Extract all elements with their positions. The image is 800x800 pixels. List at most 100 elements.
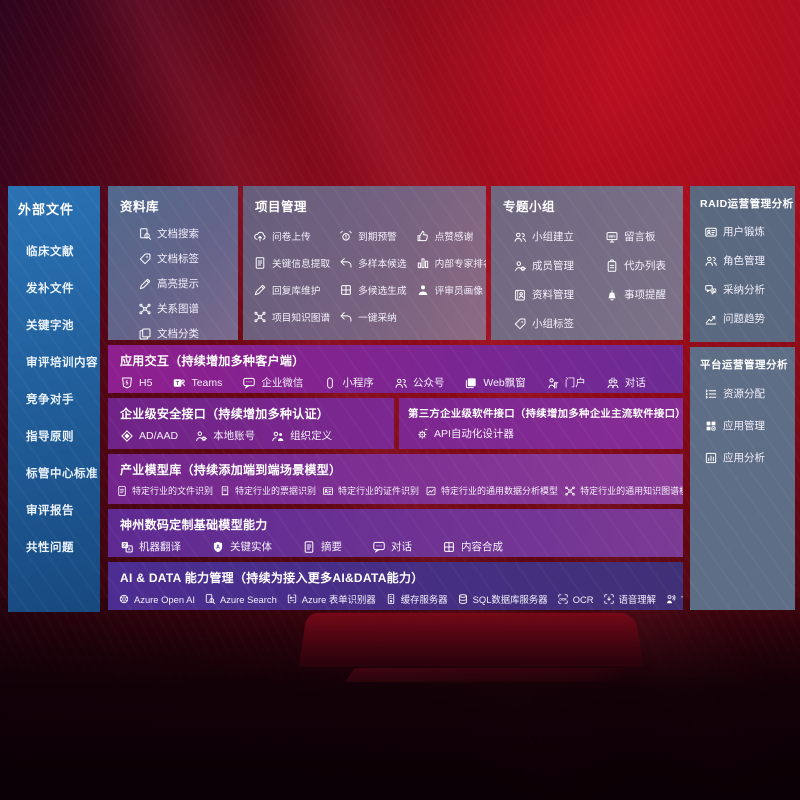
org-define-icon [271,429,285,443]
feature-label: 机器翻译 [139,541,181,553]
sidebar-items: 临床文献发补文件关键字池审评培训内容 竞争对手指导原则标管中心标准 审评报告共性问题 [18,243,100,555]
feature-item[interactable]: 多样本候选 [339,256,407,270]
feature-item[interactable]: 小组标签 [513,316,605,331]
feature-item[interactable]: 一键采纳 [339,310,406,324]
app-interaction-row: 应用交互（持续增加多种客户端） 5 H5 T Teams 企业微信 小程序 公众号 Web飘窗 门… [108,345,683,393]
svg-text:A: A [128,546,131,551]
feature-item[interactable]: 关系图谱 [138,301,238,316]
feature-item[interactable]: 资料管理 [513,287,605,302]
feature-item[interactable]: 项目知识图谱 [253,310,330,324]
feature-label: 资源分配 [723,388,765,400]
feature-item[interactable]: AD/AAD [120,429,178,443]
feature-item[interactable]: 内容合成 [442,539,503,554]
feature-item[interactable]: SQL数据库服务器 [457,592,548,606]
one-click-adopt-icon [339,310,353,324]
feature-item[interactable]: 评审员画像 [416,283,486,297]
feature-item[interactable]: 到期预警 [339,229,406,243]
feature-item[interactable]: 小组建立 [513,229,605,244]
feature-label: 特定行业的通用知识图谱模型 [580,486,683,496]
sidebar-item[interactable]: 共性问题 [26,542,74,554]
feature-label: 问卷上传 [272,232,311,243]
feature-item[interactable]: Azure Search [204,593,277,605]
highlight-pen-icon [138,277,152,291]
feature-item[interactable]: 门户 [546,375,586,390]
feature-item[interactable]: 应用管理 [704,418,795,433]
sidebar-item[interactable]: 审评报告 [26,505,74,517]
multi-sample-icon [339,256,353,270]
feature-item[interactable]: 公众号 [394,375,444,390]
feature-label: 特定行业的通用数据分析模型 [441,486,559,496]
feature-item[interactable]: T Teams [172,376,222,390]
feature-item[interactable]: A 关键实体 [211,539,272,554]
file-recognize-icon [116,485,128,497]
feature-item[interactable]: 文档分类 [138,326,238,340]
feature-item[interactable]: 文 A 机器翻译 [120,539,181,554]
feature-item[interactable]: Azure 表单识别器 [286,592,376,606]
feature-item[interactable]: 对话 [372,539,412,554]
feature-item[interactable]: 组织定义 [271,428,332,443]
feature-item[interactable]: 语音理解 [603,592,656,606]
summary-icon [302,540,316,554]
sidebar-item[interactable]: 竞争对手 [26,394,74,406]
sidebar-item[interactable]: 审评培训内容 [26,357,98,369]
feature-item[interactable]: 小程序 [323,375,374,390]
feature-item[interactable]: 成员管理 [513,258,605,273]
feature-item[interactable]: 资源分配 [704,386,795,401]
feature-item[interactable]: 应用分析 [704,450,795,465]
feature-label: Azure 表单识别器 [301,594,376,605]
feature-label: 内部专家排名 [434,259,486,270]
sidebar-item[interactable]: 指导原则 [26,431,74,443]
feature-item[interactable]: 关键信息提取 [253,256,330,270]
feature-item[interactable]: 对话 [606,375,646,390]
feature-label: Web飘窗 [483,377,526,389]
sidebar-item[interactable]: 标管中心标准 [26,468,98,480]
feature-label: 角色管理 [723,255,765,267]
feature-item[interactable]: 代办列表 [605,258,683,273]
feature-item[interactable]: 多候选生成 [339,283,407,297]
key-info-extract-icon [253,256,267,270]
feature-item[interactable]: 高亮提示 [138,276,238,291]
sidebar-item[interactable]: 关键字池 [26,320,74,332]
feature-item[interactable]: QA 采纳分析 [704,282,795,297]
feature-label: 对话 [391,541,412,553]
feature-item[interactable]: API自动化设计器 [415,426,514,441]
feature-item[interactable]: 文档标签 [138,251,238,266]
panel-title: 资料库 [120,200,160,214]
feature-item[interactable]: 角色管理 [704,253,795,268]
feature-item[interactable]: 特定行业的证件识别 [322,484,419,497]
feature-item[interactable]: TTS [665,593,683,605]
feature-item[interactable]: BBS 留言板 [605,229,683,244]
feature-item[interactable]: 用户锻炼 [704,224,795,239]
panel-title: 产业模型库（持续添加端到端场景模型） [120,463,342,477]
feature-item[interactable]: 5 H5 [120,376,152,390]
feature-item[interactable]: 问卷上传 [253,229,330,243]
sidebar-item[interactable]: 发补文件 [26,283,74,295]
feature-item[interactable]: 事项提醒 [605,287,683,302]
sidebar-item[interactable]: 临床文献 [26,246,74,258]
feature-item[interactable]: 点赞感谢 [416,229,486,243]
feature-item[interactable]: 特定行业的票据识别 [219,484,316,497]
feature-item[interactable]: Azure Open AI [118,593,195,605]
external-files-panel: 外部文件 临床文献 发补文件 关键字池 审评培训内容 竞争对手 指导原则 标管中心标准 审评报… [8,186,100,612]
chat-icon [372,540,386,554]
feature-item[interactable]: Web飘窗 [464,375,526,390]
feature-item[interactable]: 回复库维护 [253,283,330,297]
feature-item[interactable]: 文档搜索 [138,226,238,241]
feature-item[interactable]: OCR OCR [557,593,594,605]
feature-item[interactable]: 问题趋势 [704,311,795,326]
app-manage-icon [704,419,718,433]
feature-item[interactable]: 特定行业的文件识别 [116,484,213,497]
panel-items: 资源分配应用管理应用分析 [690,386,795,465]
feature-item[interactable]: 特定行业的通用知识图谱模型 [564,484,683,497]
feature-item[interactable]: 本地账号 [194,428,255,443]
feature-item[interactable]: 缓存服务器 [385,592,448,606]
local-account-icon [194,429,208,443]
panel-items: 5 H5 T Teams 企业微信 小程序 公众号 Web飘窗 门户 对话 [108,369,683,390]
feature-item[interactable]: 企业微信 [242,375,303,390]
feature-item[interactable]: 特定行业的通用数据分析模型 [425,484,558,497]
feature-item[interactable]: 摘要 [302,539,342,554]
feature-item[interactable]: 内部专家排名 [416,256,486,270]
